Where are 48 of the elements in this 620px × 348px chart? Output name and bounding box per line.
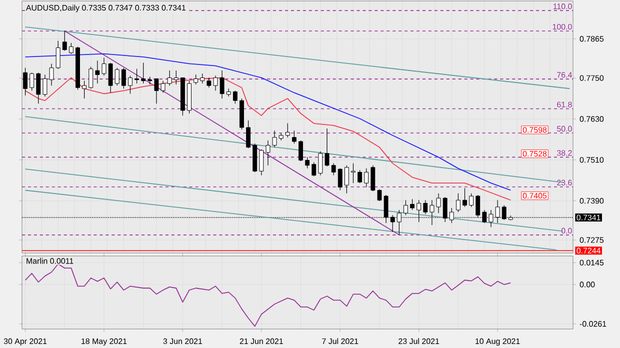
candlestick — [358, 170, 362, 184]
candlestick — [213, 75, 218, 91]
candlestick — [364, 168, 369, 188]
candlestick — [134, 68, 140, 84]
candlestick — [331, 163, 336, 176]
candlestick — [344, 165, 349, 194]
candlestick — [456, 193, 460, 212]
candlestick — [292, 130, 296, 144]
candlestick — [351, 163, 356, 184]
candlestick — [220, 70, 224, 99]
candlestick — [56, 40, 60, 70]
candlestick — [30, 72, 34, 91]
candlestick — [36, 72, 41, 104]
candlestick — [410, 198, 415, 210]
candlestick — [312, 162, 316, 177]
candlestick — [128, 75, 132, 94]
candlestick — [305, 156, 310, 169]
candlestick — [404, 200, 408, 216]
candlestick — [259, 149, 264, 176]
candlestick — [174, 70, 178, 85]
candlestick — [121, 68, 126, 89]
candlestick — [370, 165, 376, 192]
candlestick — [114, 68, 120, 86]
candlestick — [285, 123, 290, 138]
candlestick — [23, 68, 28, 96]
candlestick — [377, 188, 382, 202]
candlestick — [95, 60, 100, 84]
candlestick — [200, 73, 205, 84]
candlestick — [298, 140, 303, 162]
candlestick — [88, 66, 94, 89]
candlestick — [469, 193, 474, 208]
candlestick — [462, 188, 467, 208]
line-series — [24, 264, 512, 327]
candlestick — [167, 70, 172, 86]
candlestick — [338, 168, 342, 191]
candlestick — [141, 62, 146, 84]
candlestick — [423, 200, 428, 214]
candlestick — [206, 77, 212, 88]
candlestick — [68, 42, 74, 54]
line-series — [24, 77, 512, 201]
candlestick — [82, 80, 87, 99]
candlestick — [246, 120, 251, 149]
candlestick — [62, 30, 67, 52]
line-series — [24, 53, 512, 191]
candlestick — [194, 74, 198, 85]
candlestick — [102, 57, 106, 76]
candlestick — [232, 90, 238, 104]
candlestick — [108, 62, 113, 94]
